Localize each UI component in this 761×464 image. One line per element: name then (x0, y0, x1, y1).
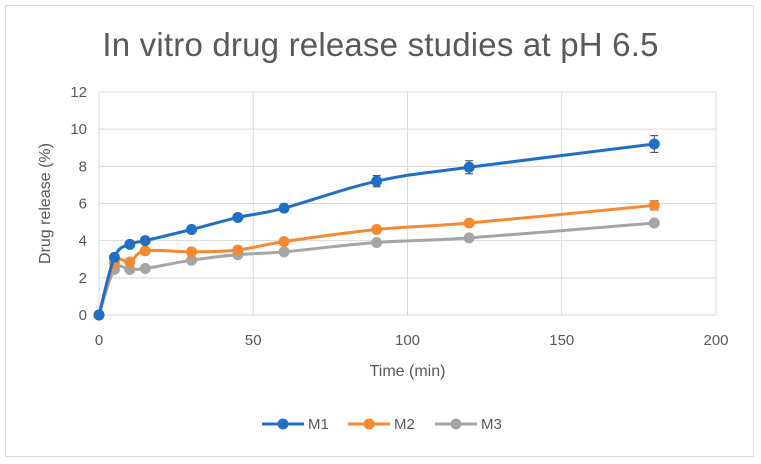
chart-title: In vitro drug release studies at pH 6.5 (102, 26, 659, 63)
data-point-m2 (232, 244, 244, 256)
x-tick-label: 150 (549, 332, 574, 349)
y-tick-label: 2 (79, 270, 87, 287)
legend-label-m3: M3 (481, 416, 502, 433)
x-tick-label: 200 (703, 332, 728, 349)
data-point-m1 (232, 211, 244, 223)
data-point-m3 (278, 246, 290, 258)
data-point-m3 (139, 263, 151, 275)
y-tick-label: 8 (79, 158, 87, 175)
data-point-m1 (108, 251, 120, 263)
data-point-m1 (124, 238, 136, 250)
legend-marker-m2 (363, 418, 375, 430)
data-point-m2 (648, 199, 660, 211)
y-tick-label: 0 (79, 307, 87, 324)
x-axis-title: Time (min) (370, 363, 446, 380)
data-point-m3 (186, 254, 198, 266)
data-point-m1 (139, 235, 151, 247)
legend-label-m2: M2 (394, 416, 415, 433)
data-point-m1 (186, 224, 198, 236)
legend-marker-m1 (277, 418, 289, 430)
data-point-m1 (93, 309, 105, 321)
data-point-m2 (278, 236, 290, 248)
x-tick-label: 0 (95, 332, 103, 349)
x-tick-label: 50 (245, 332, 262, 349)
y-tick-label: 4 (79, 233, 87, 250)
data-point-m2 (371, 224, 383, 236)
legend-label-m1: M1 (308, 416, 329, 433)
data-point-m1 (463, 161, 475, 173)
data-point-m1 (648, 138, 660, 150)
data-point-m3 (371, 237, 383, 249)
series-line-m2 (97, 203, 655, 316)
data-point-m1 (371, 175, 383, 187)
data-point-m3 (463, 232, 475, 244)
series-line-m3 (97, 221, 655, 316)
legend-marker-m3 (450, 418, 462, 430)
y-tick-label: 10 (70, 121, 87, 138)
y-tick-label: 12 (70, 84, 87, 101)
data-point-m2 (463, 217, 475, 229)
data-point-m2 (124, 256, 136, 268)
x-tick-label: 100 (395, 332, 420, 349)
data-point-m2 (186, 246, 198, 258)
data-point-m2 (139, 245, 151, 257)
data-point-m3 (648, 217, 660, 229)
data-point-m1 (278, 202, 290, 214)
y-tick-label: 6 (79, 196, 87, 213)
y-axis-title: Drug release (%) (37, 143, 54, 264)
